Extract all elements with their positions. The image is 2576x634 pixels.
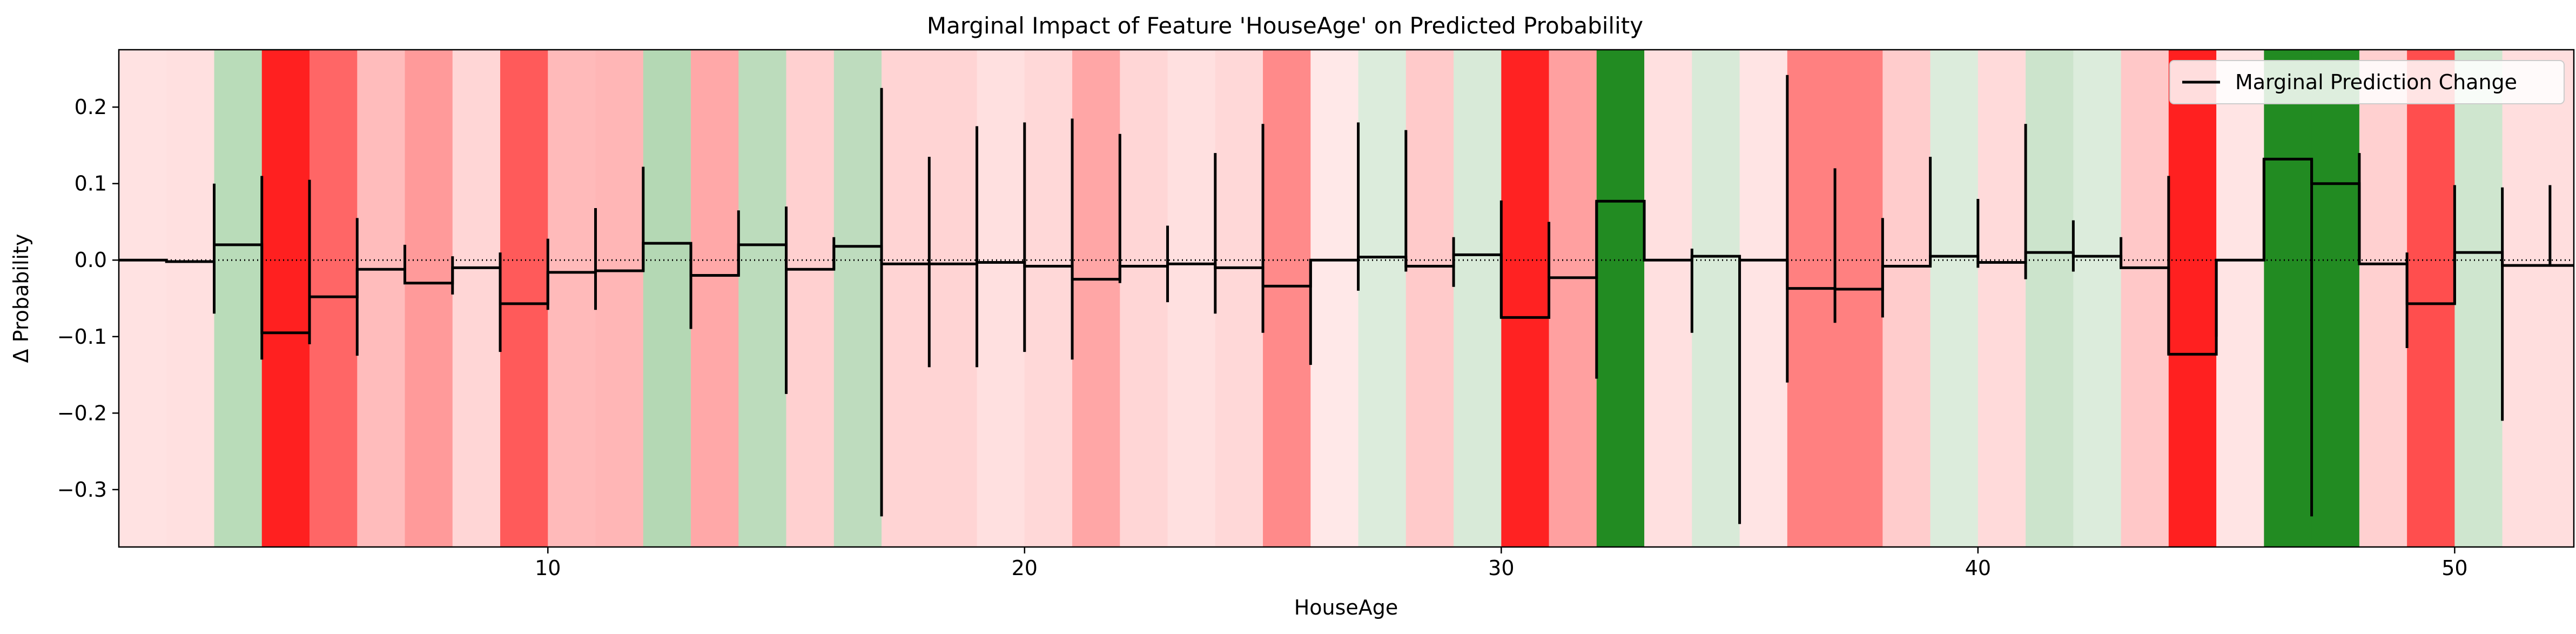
band-40	[2026, 50, 2074, 547]
band-50	[2502, 50, 2551, 547]
band-22	[1167, 50, 1216, 547]
x-tick-label: 20	[1012, 556, 1038, 580]
band-45	[2264, 50, 2312, 547]
band-44	[2216, 50, 2264, 547]
band-8	[500, 50, 548, 547]
x-tick-label: 30	[1488, 556, 1514, 580]
band-3	[261, 50, 310, 547]
band-11	[643, 50, 691, 547]
band-30	[1549, 50, 1597, 547]
band-42	[2121, 50, 2169, 547]
band-1	[166, 50, 215, 547]
band-23	[1215, 50, 1263, 547]
band-12	[691, 50, 739, 547]
y-axis-label: Δ Probability	[9, 234, 33, 363]
band-49	[2454, 50, 2503, 547]
band-32	[1644, 50, 1692, 547]
band-24	[1263, 50, 1311, 547]
band-13	[738, 50, 787, 547]
band-36	[1835, 50, 1883, 547]
x-tick-label: 10	[535, 556, 561, 580]
band-17	[929, 50, 978, 547]
band-27	[1405, 50, 1454, 547]
x-axis-label: HouseAge	[1294, 596, 1398, 619]
y-axis-ticks: 0.2 0.1 0.0 −0.1 −0.2 −0.3	[57, 95, 119, 502]
band-51	[2550, 50, 2574, 547]
band-15	[833, 50, 882, 547]
legend-entry-label: Marginal Prediction Change	[2235, 70, 2517, 94]
y-tick-label: 0.2	[75, 95, 107, 119]
chart-legend: Marginal Prediction Change	[2169, 60, 2565, 104]
y-tick-label: 0.0	[75, 248, 107, 272]
band-2	[214, 50, 263, 547]
band-4	[310, 50, 358, 547]
y-tick-label: −0.3	[57, 478, 107, 502]
band-9	[548, 50, 596, 547]
band-7	[452, 50, 501, 547]
band-16	[882, 50, 930, 547]
error-bars	[213, 75, 2552, 524]
band-33	[1692, 50, 1740, 547]
band-6	[405, 50, 453, 547]
x-axis-ticks: 10 20 30 40 50	[535, 547, 2468, 580]
band-28	[1454, 50, 1502, 547]
band-31	[1596, 50, 1645, 547]
band-37	[1882, 50, 1931, 547]
band-21	[1120, 50, 1168, 547]
chart-title: Marginal Impact of Feature 'HouseAge' on…	[927, 12, 1643, 39]
band-38	[1930, 50, 1979, 547]
band-5	[357, 50, 406, 547]
band-41	[2073, 50, 2122, 547]
legend-box	[2169, 60, 2565, 104]
band-14	[786, 50, 835, 547]
band-39	[1978, 50, 2026, 547]
band-43	[2168, 50, 2217, 547]
band-20	[1072, 50, 1120, 547]
band-48	[2407, 50, 2455, 547]
band-34	[1739, 50, 1788, 547]
background-bands	[119, 50, 2574, 547]
band-26	[1358, 50, 1407, 547]
band-25	[1310, 50, 1359, 547]
y-tick-label: −0.1	[57, 325, 107, 349]
band-0	[119, 50, 167, 547]
y-tick-label: −0.2	[57, 401, 107, 425]
band-46	[2311, 50, 2360, 547]
band-19	[1024, 50, 1073, 547]
axes-frame	[118, 49, 2575, 548]
band-47	[2359, 50, 2407, 547]
band-18	[977, 50, 1025, 547]
y-tick-label: 0.1	[75, 172, 107, 196]
band-29	[1501, 50, 1550, 547]
band-10	[595, 50, 644, 547]
x-tick-label: 50	[2442, 556, 2467, 580]
x-tick-label: 40	[1965, 556, 1991, 580]
band-35	[1787, 50, 1835, 547]
